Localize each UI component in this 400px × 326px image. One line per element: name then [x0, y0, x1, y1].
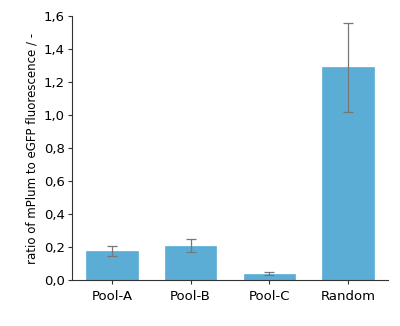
Bar [244, 274, 295, 280]
Y-axis label: ratio of mPlum to eGFP fluorescence / -: ratio of mPlum to eGFP fluorescence / - [25, 33, 38, 264]
Bar [86, 251, 138, 280]
Bar [322, 67, 374, 280]
Bar [165, 246, 216, 280]
